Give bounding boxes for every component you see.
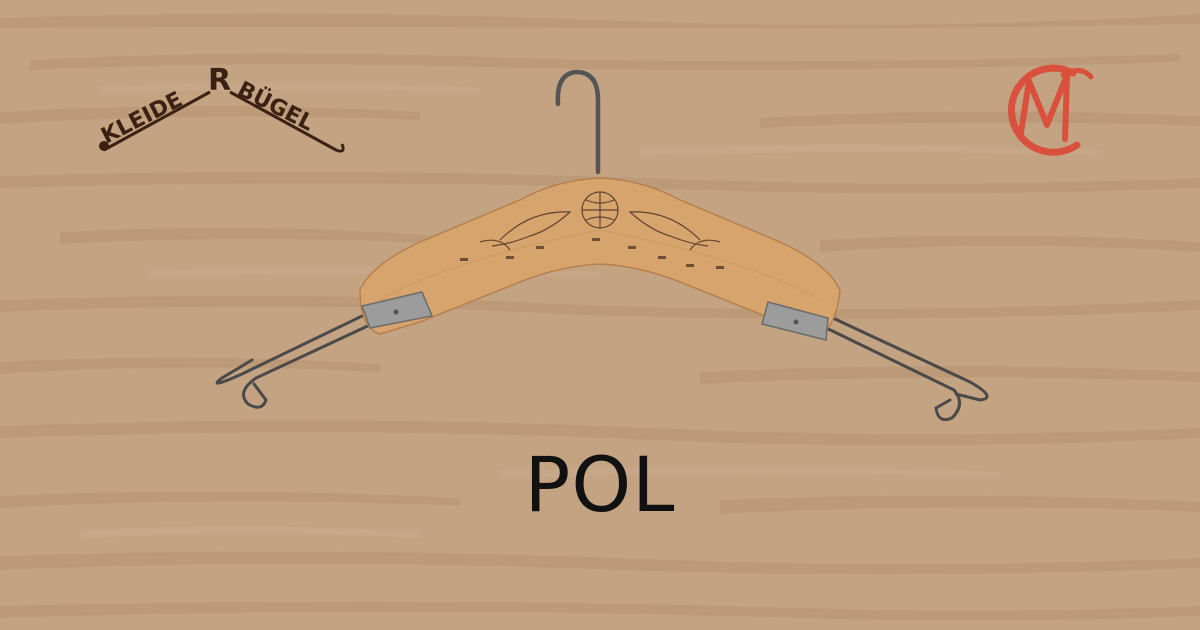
kleiderbuegel-logo[interactable]: KLEIDE R BÜGEL [90, 50, 355, 165]
wooden-coat-hanger [215, 69, 989, 422]
page-title: POL [524, 440, 676, 529]
kleiderbuegel-logo-icon [99, 90, 345, 153]
logo-left-word-1: KLEIDE [97, 87, 186, 149]
logo-left-letter: R [208, 63, 231, 98]
wooden-coat-hanger-icon [215, 69, 989, 422]
cm-monogram-icon [1007, 64, 1094, 156]
cm-monogram-logo[interactable] [995, 55, 1100, 160]
